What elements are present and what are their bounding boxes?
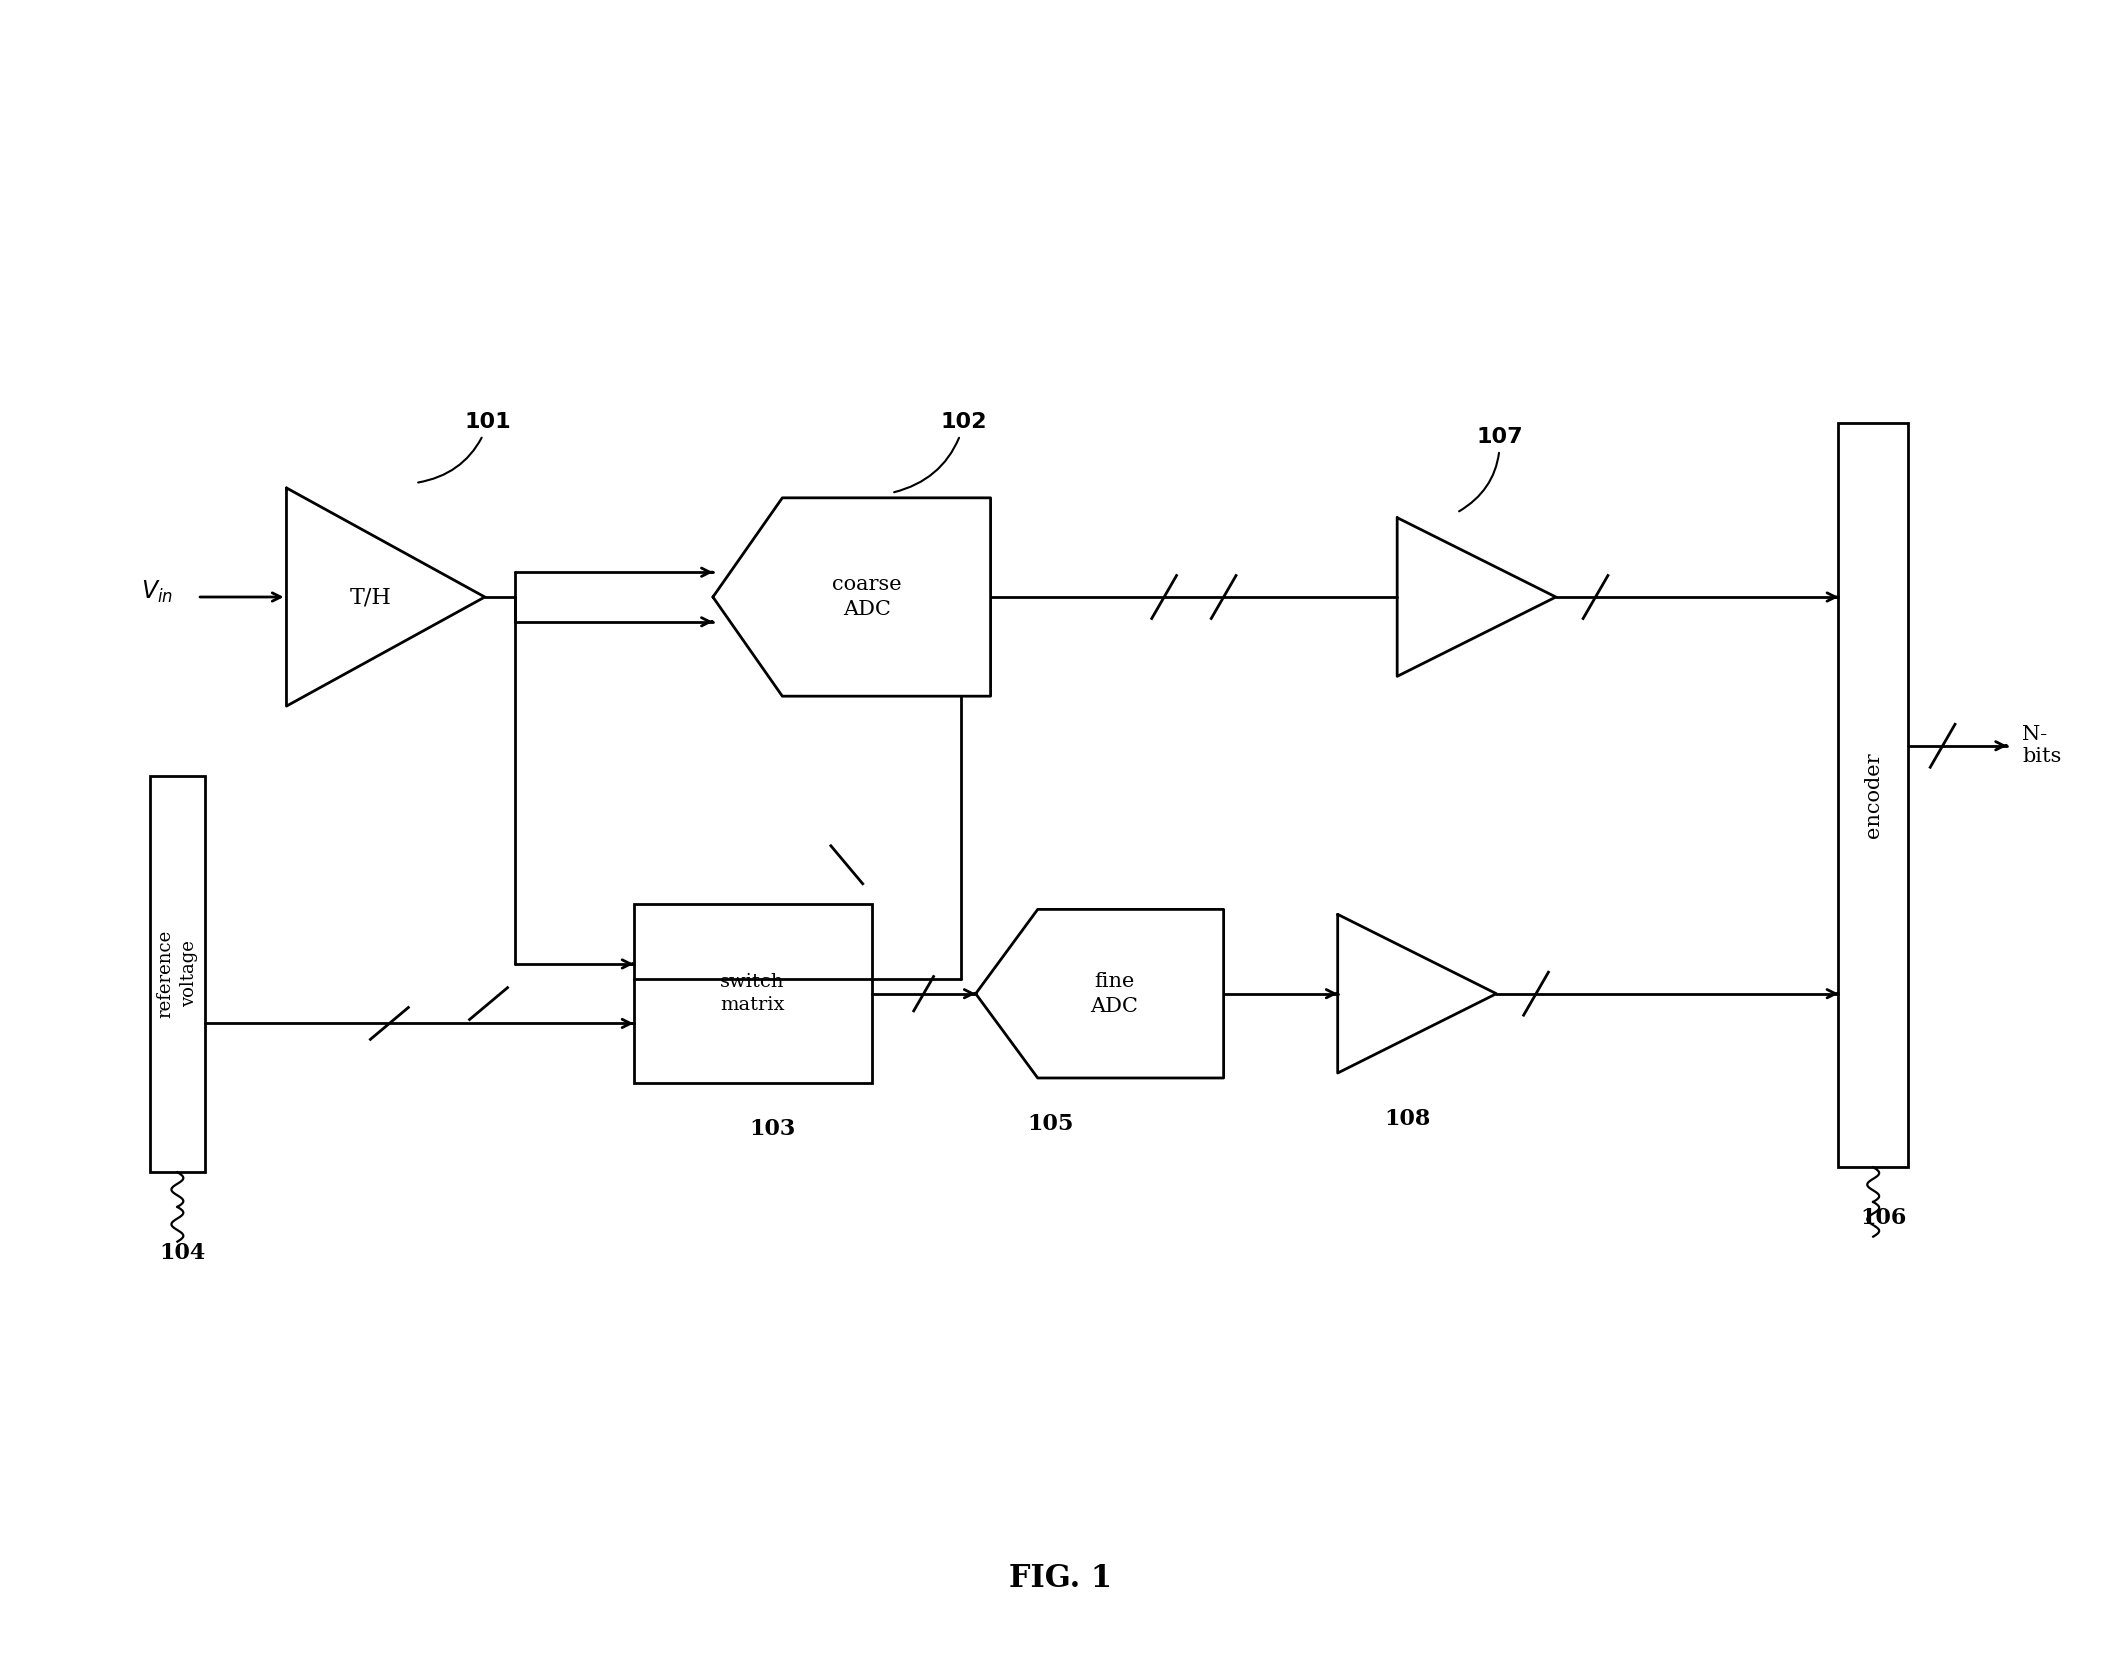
Text: 107: 107	[1459, 427, 1523, 511]
Text: 108: 108	[1383, 1107, 1430, 1129]
Text: $V_{in}$: $V_{in}$	[142, 580, 174, 605]
Text: FIG. 1: FIG. 1	[1007, 1563, 1111, 1595]
Text: coarse
ADC: coarse ADC	[831, 575, 901, 620]
Text: T/H: T/H	[350, 586, 392, 608]
Bar	[1839, 424, 1909, 1167]
Text: 106: 106	[1860, 1208, 1907, 1229]
Text: 105: 105	[1027, 1112, 1073, 1134]
Bar	[151, 776, 204, 1172]
Text: 101: 101	[418, 412, 511, 482]
Text: 102: 102	[895, 412, 988, 492]
Text: fine
ADC: fine ADC	[1090, 971, 1139, 1015]
Text: reference
voltage: reference voltage	[157, 930, 197, 1018]
Text: encoder: encoder	[1864, 752, 1883, 838]
Text: switch
matrix: switch matrix	[721, 973, 785, 1015]
Text: 103: 103	[749, 1117, 795, 1139]
Text: 104: 104	[159, 1241, 206, 1263]
Bar	[634, 905, 872, 1084]
Text: N-
bits: N- bits	[2021, 725, 2062, 765]
